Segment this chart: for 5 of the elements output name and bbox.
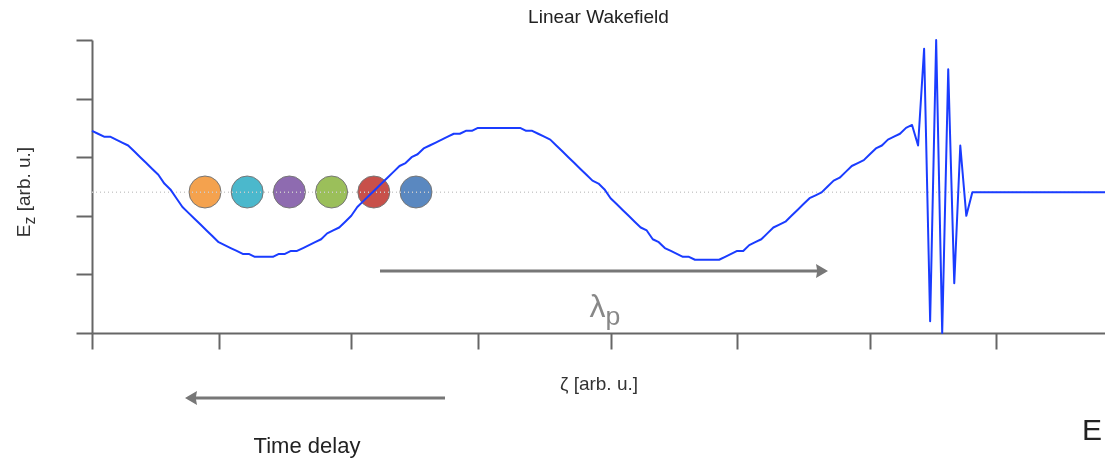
text: Time delay xyxy=(253,433,361,459)
chart-title: Linear Wakefield xyxy=(528,6,669,27)
annotation: λ$_{p}$ xyxy=(589,288,621,332)
text: E xyxy=(1081,413,1103,447)
x-axis-title: ζ [arb. u.] xyxy=(559,372,639,394)
